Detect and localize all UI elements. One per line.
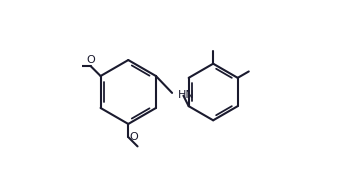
Text: HN: HN <box>177 90 194 100</box>
Text: O: O <box>129 132 138 142</box>
Text: O: O <box>86 55 95 66</box>
